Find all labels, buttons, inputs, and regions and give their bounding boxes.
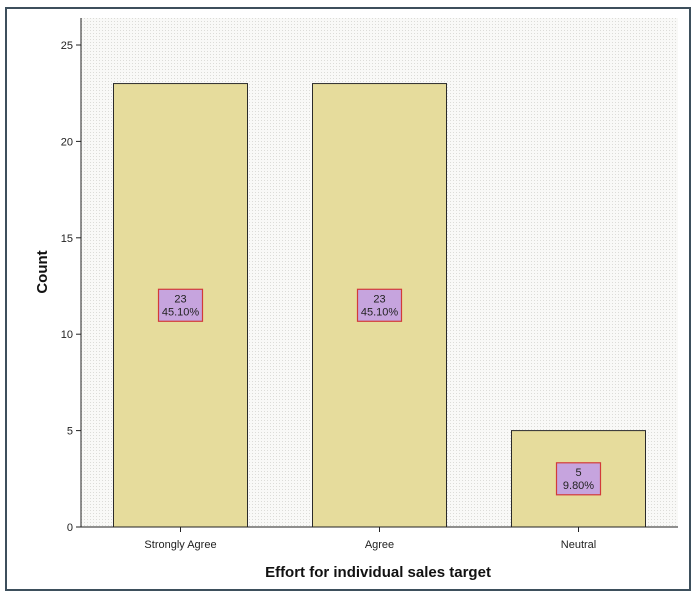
x-tick-label: Neutral [561,539,596,551]
data-label-percent: 9.80% [563,480,594,492]
y-tick-label: 15 [61,233,73,245]
y-tick-label: 20 [61,136,73,148]
data-label-box [555,462,602,496]
y-axis-title: Count [34,250,51,293]
data-label-count: 5 [575,467,581,479]
y-tick-label: 5 [67,426,73,438]
x-ticks-layer: Strongly Agree Agree Neutral [144,527,596,551]
y-ticks-layer: 0 5 10 15 20 25 [61,40,81,534]
data-label-percent: 45.10% [361,306,399,318]
x-tick-label: Agree [365,539,394,551]
data-label-count: 23 [373,293,385,305]
data-label-box [157,288,204,322]
y-tick-label: 25 [61,40,73,52]
y-tick-label: 10 [61,329,73,341]
x-axis-title: Effort for individual sales target [265,564,491,581]
data-label-box [356,288,403,322]
x-tick-label: Strongly Agree [144,539,216,551]
data-label-count: 23 [174,293,186,305]
data-label-percent: 45.10% [162,306,200,318]
y-tick-label: 0 [67,522,73,534]
